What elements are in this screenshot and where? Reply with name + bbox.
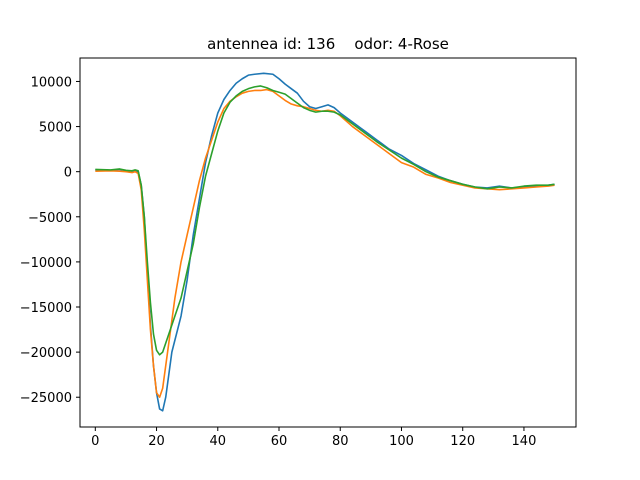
x-tick-label: 100 (389, 434, 414, 449)
x-tick-label: 20 (148, 434, 165, 449)
x-tick-label: 80 (332, 434, 349, 449)
y-tick-label: −20000 (20, 346, 72, 361)
y-tick-label: −25000 (20, 391, 72, 406)
axes-frame (79, 57, 577, 428)
series-line-2 (95, 88, 555, 399)
y-tick-label: 0 (64, 166, 72, 181)
plot-area (95, 72, 555, 412)
x-axis-ticks: 0 20 40 60 80 100 120 140 (91, 427, 536, 449)
x-tick-label: 60 (271, 434, 288, 449)
x-tick-label: 0 (91, 434, 99, 449)
x-tick-label: 40 (210, 434, 227, 449)
y-axis-ticks: 10000 5000 0 −5000 −10000 −15000 −20000 −25000 (20, 75, 80, 406)
x-tick-label: 120 (450, 434, 475, 449)
chart-title: antennea id: 136 odor: 4-Rose (207, 35, 449, 53)
y-tick-label: −10000 (20, 256, 72, 271)
y-tick-label: −5000 (28, 211, 72, 226)
y-tick-label: 10000 (31, 75, 72, 90)
y-tick-label: −15000 (20, 301, 72, 316)
x-tick-label: 140 (512, 434, 537, 449)
series-line-3 (95, 85, 555, 356)
y-tick-label: 5000 (39, 121, 72, 136)
